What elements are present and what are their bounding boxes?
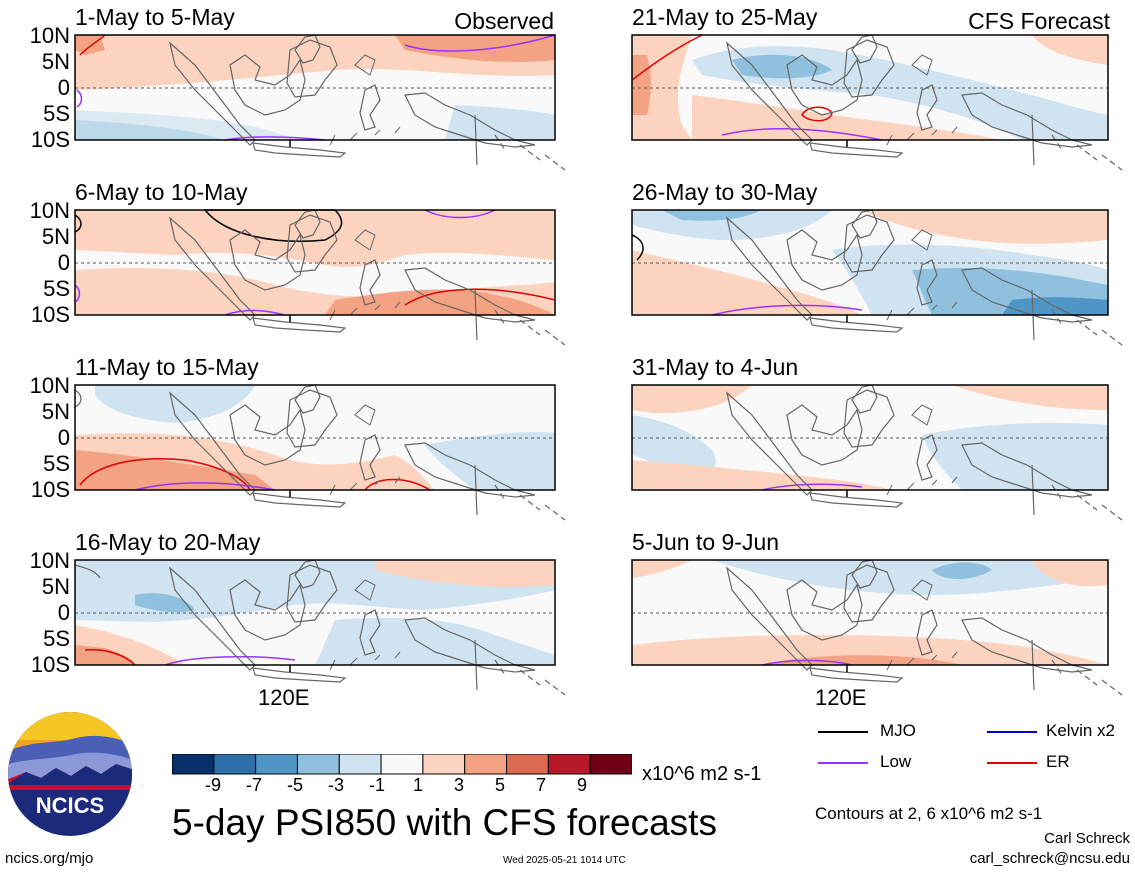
forecast-label: CFS Forecast <box>968 8 1110 34</box>
source-url[interactable]: ncics.org/mjo <box>5 850 94 867</box>
lat-label-5n: 5N <box>41 399 70 424</box>
logo-emblem: NCICS <box>8 712 132 836</box>
lat-label-5n: 5N <box>41 49 70 74</box>
colorbar-tick: 5 <box>494 775 505 795</box>
author-email[interactable]: carl_schreck@ncsu.edu <box>969 850 1130 867</box>
lat-label-10n: 10N <box>29 23 70 48</box>
legend-line-low <box>818 762 868 764</box>
lat-label-0: 0 <box>57 75 70 100</box>
legend-label-mjo: MJO <box>880 721 916 740</box>
colorbar-units: x10^6 m2 s-1 <box>642 763 762 785</box>
lat-label-10s: 10S <box>30 127 70 152</box>
colorbar-swatch <box>380 754 424 775</box>
colorbar-tick: 9 <box>576 775 587 795</box>
colorbar-tick: 7 <box>535 775 546 795</box>
colorbar-swatch <box>172 754 215 775</box>
lat-label-5s: 5S <box>43 626 70 651</box>
colorbar-tick: 3 <box>453 775 464 795</box>
colorbar-swatch <box>213 754 257 775</box>
lat-label-10s: 10S <box>30 477 70 502</box>
colorbar-tick: -9 <box>204 775 221 795</box>
panel-title: 26-May to 30-May <box>632 179 818 205</box>
panel-title: 5-Jun to 9-Jun <box>632 529 780 555</box>
colorbar-tick: 1 <box>412 775 423 795</box>
figure-title: 5-day PSI850 with CFS forecasts <box>172 802 717 843</box>
lat-label-5n: 5N <box>41 224 70 249</box>
panel-title: 1-May to 5-May <box>75 4 235 30</box>
colorbar-swatch <box>547 754 591 775</box>
map-panel-2 <box>74 209 566 346</box>
colorbar-swatch <box>255 754 298 775</box>
legend-line-mjo <box>818 731 868 733</box>
lat-label-5s: 5S <box>43 276 70 301</box>
timestamp: Wed 2025-05-21 1014 UTC <box>503 855 626 866</box>
map-panel-8 <box>631 559 1123 696</box>
contours-note: Contours at 2, 6 x10^6 m2 s-1 <box>815 804 1043 823</box>
map-panel-5 <box>631 34 1123 171</box>
lat-label-10n: 10N <box>29 548 70 573</box>
lon-label-right: 120E <box>815 685 867 710</box>
colorbar-swatch <box>422 754 466 775</box>
panel-title: 11-May to 15-May <box>75 354 259 380</box>
colorbar-tick: -1 <box>368 775 385 795</box>
lat-label-10s: 10S <box>30 302 70 327</box>
lat-label-0: 0 <box>57 600 70 625</box>
legend-label-kelvin: Kelvin x2 <box>1046 721 1115 740</box>
logo-text: NCICS <box>36 793 104 818</box>
panel-title: 16-May to 20-May <box>75 529 261 555</box>
colorbar-swatch <box>464 754 508 775</box>
map-panel-6 <box>631 209 1123 346</box>
panel-title: 31-May to 4-Jun <box>632 354 799 380</box>
legend-line-kelvin <box>987 731 1037 733</box>
lat-label-5s: 5S <box>43 101 70 126</box>
colorbar-swatch <box>296 754 340 775</box>
map-panel-3 <box>74 384 566 521</box>
map-panel-7 <box>631 384 1123 521</box>
colorbar-tick: -3 <box>327 775 344 795</box>
observed-label: Observed <box>454 8 554 34</box>
colorbar-swatch <box>506 754 549 775</box>
map-panels <box>74 34 1123 696</box>
colorbar <box>172 754 632 775</box>
map-panel-1 <box>74 34 566 171</box>
legend-label-low: Low <box>880 752 912 771</box>
colorbar-tick: -7 <box>245 775 262 795</box>
colorbar-swatch <box>338 754 382 775</box>
lat-label-5s: 5S <box>43 451 70 476</box>
lon-label-left: 120E <box>258 685 310 710</box>
lat-label-0: 0 <box>57 425 70 450</box>
lat-label-5n: 5N <box>41 574 70 599</box>
author: Carl Schreck <box>1044 830 1130 847</box>
colorbar-tick: -5 <box>286 775 303 795</box>
lat-label-10n: 10N <box>29 198 70 223</box>
lat-label-10n: 10N <box>29 373 70 398</box>
panel-title: 6-May to 10-May <box>75 179 248 205</box>
panel-title: 21-May to 25-May <box>632 4 818 30</box>
lat-label-10s: 10S <box>30 652 70 677</box>
lat-label-0: 0 <box>57 250 70 275</box>
map-panel-4 <box>74 559 566 696</box>
colorbar-swatch <box>589 754 632 775</box>
legend-label-er: ER <box>1046 752 1070 771</box>
legend-line-er <box>987 762 1037 764</box>
